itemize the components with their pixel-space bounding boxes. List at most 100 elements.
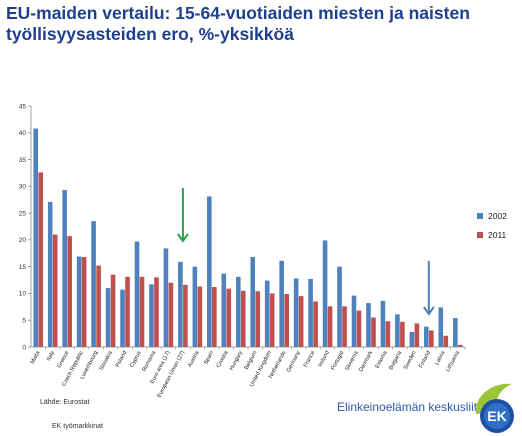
- bar-2011: [110, 274, 116, 347]
- bar-2011: [298, 296, 304, 347]
- bar-2002: [91, 221, 96, 347]
- bar-2002: [221, 273, 227, 347]
- legend-label-2011: 2011: [488, 230, 507, 240]
- bar-2002: [264, 280, 270, 347]
- y-tick-label: 45: [19, 103, 27, 110]
- x-tick-label: Finland: [418, 350, 432, 369]
- x-tick-label: Portugal: [330, 350, 345, 371]
- bar-2002: [163, 248, 169, 347]
- x-tick-label: Bulgaria: [388, 349, 403, 371]
- x-tick-label: Sweden: [403, 350, 418, 371]
- ek-logo-icon: EK: [475, 383, 514, 433]
- x-tick-label: Latvia: [434, 349, 447, 366]
- chart-title: EU-maiden vertailu: 15-64-vuotiaiden mie…: [6, 3, 470, 44]
- logo-text: EK: [487, 408, 506, 424]
- x-tick-label: Ireland: [318, 350, 331, 368]
- bar-2002: [366, 303, 371, 347]
- x-tick-label: Belgium: [244, 350, 259, 371]
- bar-2002: [351, 295, 357, 347]
- brand-name: Elinkeinoelämän keskusliitto: [337, 400, 488, 414]
- bar-2011: [96, 265, 101, 347]
- bar-2011: [385, 321, 391, 347]
- bar-2011: [81, 257, 87, 347]
- bar-2011: [400, 321, 405, 347]
- legend-swatch-2002: [477, 213, 483, 219]
- bar-2011: [67, 236, 72, 347]
- y-tick-label: 15: [19, 264, 27, 271]
- bar-2002: [120, 289, 125, 347]
- y-tick-label: 0: [22, 344, 26, 351]
- x-tick-label: Estonia: [375, 349, 389, 369]
- bar-2002: [76, 256, 82, 347]
- x-tick-label: European Union (27): [156, 350, 186, 399]
- bar-2002: [33, 128, 39, 347]
- y-tick-label: 25: [19, 210, 27, 217]
- bar-2002: [134, 241, 140, 347]
- green-arrow-icon: [177, 188, 189, 243]
- bar-2002: [192, 266, 198, 347]
- x-tick-label: Lithuania: [445, 349, 461, 373]
- bar-2011: [52, 234, 58, 347]
- x-tick-label: Slovenia: [344, 349, 360, 372]
- y-tick-label: 30: [19, 184, 27, 191]
- bar-2002: [409, 332, 415, 347]
- bar-2011: [429, 330, 434, 347]
- bar-2011: [139, 276, 145, 347]
- x-tick-label: Italy: [46, 350, 56, 362]
- y-tick-label: 5: [22, 318, 26, 325]
- x-tick-label: Poland: [115, 350, 128, 368]
- bar-2002: [395, 314, 400, 347]
- bar-2002: [452, 318, 458, 347]
- x-tick-label: Hungary: [229, 350, 244, 372]
- y-tick-label: 40: [19, 130, 27, 137]
- x-tick-label: Greece: [57, 350, 71, 369]
- bar-2011: [414, 323, 420, 347]
- legend-label-2002: 2002: [488, 211, 507, 221]
- bar-2011: [342, 306, 347, 347]
- bar-2002: [279, 260, 284, 347]
- footer-org: EK työmarkkinat: [52, 423, 103, 430]
- bar-2011: [457, 344, 463, 347]
- bar-2002: [337, 266, 342, 347]
- bar-2002: [207, 196, 212, 347]
- bar-2011: [443, 335, 449, 347]
- bar-2011: [284, 293, 289, 347]
- bar-2011: [240, 290, 246, 347]
- bar-2002: [308, 278, 313, 347]
- bar-2002: [149, 284, 154, 347]
- bar-2011: [38, 172, 44, 347]
- x-tick-label: Spain: [203, 350, 215, 365]
- bar-2011: [313, 301, 318, 347]
- bar-2011: [212, 287, 217, 347]
- blue-arrow-icon: [423, 261, 435, 316]
- bar-2011: [356, 310, 362, 347]
- x-tick-label: Austria: [187, 349, 201, 368]
- bar-2002: [62, 190, 67, 347]
- bar-2002: [438, 307, 444, 347]
- bar-2011: [226, 288, 232, 347]
- x-tick-label: Malta: [30, 349, 42, 365]
- source-note: Lähde: Eurostat: [40, 399, 90, 406]
- bar-2002: [322, 240, 328, 347]
- bar-2002: [293, 278, 299, 347]
- y-tick-label: 10: [19, 291, 27, 298]
- bar-2011: [255, 291, 261, 347]
- x-tick-label: Croatia: [216, 349, 230, 369]
- bar-2002: [235, 276, 241, 347]
- bar-2011: [327, 306, 333, 347]
- bar-2011: [269, 293, 275, 347]
- bar-2002: [380, 300, 386, 347]
- x-tick-label: Germany: [286, 350, 302, 373]
- bar-2002: [47, 201, 53, 347]
- bar-2011: [183, 284, 188, 347]
- x-tick-label: France: [303, 350, 316, 368]
- legend-swatch-2011: [477, 232, 483, 238]
- bar-2002: [178, 261, 183, 347]
- bar-2011: [168, 282, 174, 347]
- bar-2002: [105, 288, 111, 347]
- y-tick-label: 20: [19, 237, 27, 244]
- bar-2011: [154, 277, 159, 347]
- y-tick-label: 35: [19, 157, 27, 164]
- x-tick-label: Denmark: [358, 350, 374, 373]
